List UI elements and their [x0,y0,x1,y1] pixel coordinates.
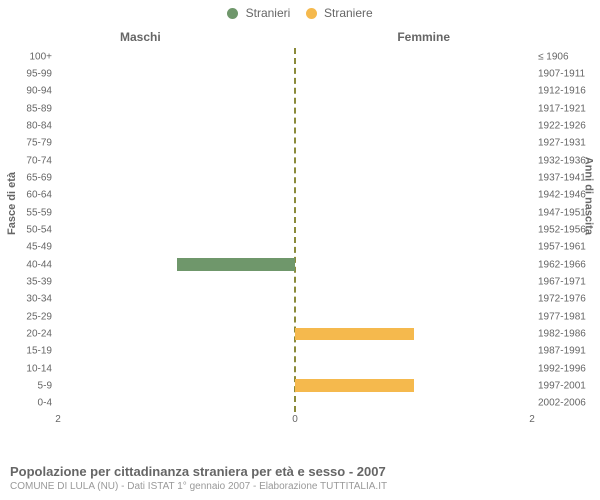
age-label: 85-89 [26,103,58,114]
age-label: 10-14 [26,363,58,374]
chart-row: 40-441962-1966 [58,256,532,273]
chart-row: 0-42002-2006 [58,395,532,412]
birth-label: 1922-1926 [532,120,586,131]
chart-area: Maschi Femmine Fasce di età Anni di nasc… [0,30,600,440]
chart-row: 10-141992-1996 [58,360,532,377]
birth-label: 1957-1961 [532,242,586,253]
chart-row: 50-541952-1956 [58,221,532,238]
column-title-male: Maschi [120,30,161,44]
birth-label: ≤ 1906 [532,51,569,62]
birth-label: 1917-1921 [532,103,586,114]
age-label: 50-54 [26,224,58,235]
age-label: 25-29 [26,311,58,322]
legend-label-male: Stranieri [246,6,291,20]
bar-female [295,328,414,341]
legend-item-female: Straniere [306,6,373,20]
birth-label: 1907-1911 [532,68,585,79]
chart-row: 55-591947-1951 [58,204,532,221]
birth-label: 1932-1936 [532,155,586,166]
x-tick: 2 [55,414,61,425]
age-label: 40-44 [26,259,58,270]
chart-row: 30-341972-1976 [58,291,532,308]
column-title-female: Femmine [397,30,450,44]
chart-row: 65-691937-1941 [58,169,532,186]
birth-label: 1982-1986 [532,328,586,339]
age-label: 55-59 [26,207,58,218]
chart-row: 60-641942-1946 [58,187,532,204]
yaxis-title-left: Fasce di età [6,172,18,235]
age-label: 30-34 [26,294,58,305]
age-label: 15-19 [26,346,58,357]
birth-label: 2002-2006 [532,398,586,409]
chart-row: 35-391967-1971 [58,273,532,290]
legend-swatch-male [227,8,238,19]
age-label: 20-24 [26,328,58,339]
plot: 100+≤ 190695-991907-191190-941912-191685… [58,48,532,412]
chart-row: 15-191987-1991 [58,343,532,360]
birth-label: 1972-1976 [532,294,586,305]
age-label: 95-99 [26,68,58,79]
bar-male [177,258,296,271]
age-label: 75-79 [26,138,58,149]
age-label: 70-74 [26,155,58,166]
birth-label: 1967-1971 [532,276,586,287]
age-label: 5-9 [38,380,58,391]
chart-row: 20-241982-1986 [58,325,532,342]
age-label: 90-94 [26,86,58,97]
legend-label-female: Straniere [324,6,373,20]
chart-title: Popolazione per cittadinanza straniera p… [10,464,590,479]
birth-label: 1977-1981 [532,311,586,322]
chart-row: 85-891917-1921 [58,100,532,117]
chart-subtitle: COMUNE DI LULA (NU) - Dati ISTAT 1° genn… [10,481,590,492]
birth-label: 1962-1966 [532,259,586,270]
chart-row: 90-941912-1916 [58,83,532,100]
age-label: 0-4 [38,398,58,409]
legend: Stranieri Straniere [0,6,600,20]
birth-label: 1942-1946 [532,190,586,201]
birth-label: 1997-2001 [532,380,586,391]
birth-label: 1927-1931 [532,138,586,149]
birth-label: 1912-1916 [532,86,586,97]
legend-swatch-female [306,8,317,19]
age-label: 100+ [29,51,58,62]
age-label: 65-69 [26,172,58,183]
bar-female [295,379,414,392]
chart-row: 25-291977-1981 [58,308,532,325]
chart-row: 95-991907-1911 [58,65,532,82]
x-tick: 2 [529,414,535,425]
chart-row: 70-741932-1936 [58,152,532,169]
age-label: 80-84 [26,120,58,131]
chart-row: 75-791927-1931 [58,135,532,152]
birth-label: 1992-1996 [532,363,586,374]
age-label: 45-49 [26,242,58,253]
age-label: 35-39 [26,276,58,287]
legend-item-male: Stranieri [227,6,290,20]
chart-row: 100+≤ 1906 [58,48,532,65]
chart-row: 45-491957-1961 [58,239,532,256]
birth-label: 1937-1941 [532,172,586,183]
footer: Popolazione per cittadinanza straniera p… [10,464,590,492]
chart-row: 80-841922-1926 [58,117,532,134]
age-label: 60-64 [26,190,58,201]
x-tick: 0 [292,414,298,425]
chart-row: 5-91997-2001 [58,377,532,394]
birth-label: 1947-1951 [532,207,586,218]
birth-label: 1952-1956 [532,224,586,235]
x-axis: 2 0 2 [58,414,532,430]
birth-label: 1987-1991 [532,346,586,357]
